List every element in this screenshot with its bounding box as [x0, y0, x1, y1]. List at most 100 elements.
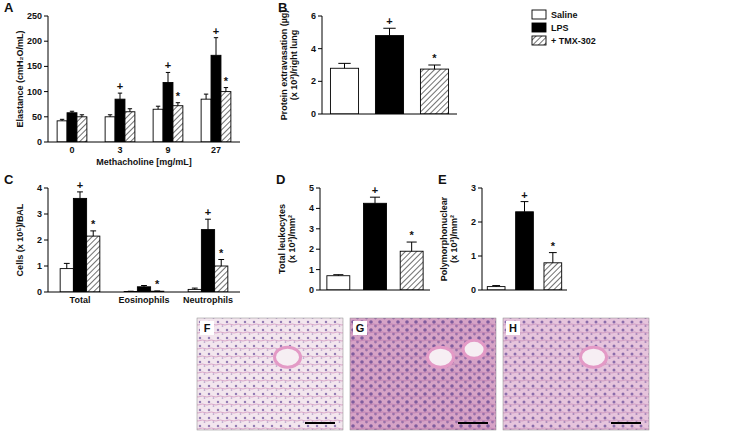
marks	[330, 28, 448, 114]
y-tick	[316, 290, 320, 291]
panel-letter: G	[356, 322, 365, 334]
annotations: +*	[521, 189, 555, 252]
y-tick-label: 0	[37, 137, 42, 147]
histology-image: G	[350, 318, 496, 430]
histology-image: H	[503, 318, 649, 430]
bar	[77, 117, 87, 142]
error-bar	[549, 253, 557, 263]
y-tick-label: 2	[311, 76, 316, 86]
y-tick-label: 1	[37, 261, 42, 271]
legend-label: Saline	[551, 10, 578, 20]
y-tick-label: 2	[471, 217, 476, 227]
y-axis-title: Polymorphonuclear	[439, 196, 449, 281]
y-axis	[322, 16, 323, 114]
y-tick	[44, 142, 48, 143]
panel-letter: F	[204, 322, 211, 334]
bar	[487, 287, 505, 290]
error-bar	[64, 263, 70, 268]
y-tick-label: 3	[37, 209, 42, 219]
figure: A+++**050100150200250Elastance (cmH₂O/mL…	[0, 0, 753, 436]
y-tick	[316, 188, 320, 189]
error-bar	[370, 197, 380, 203]
y-tick-label: 100	[27, 87, 42, 97]
error-bar	[118, 93, 122, 99]
y-axis-title: Total leukocytes	[277, 204, 287, 274]
x-axis-title: Methacholine [mg/mL]	[96, 157, 192, 167]
y-axis-title: Cells (x 10⁵)/BAL	[15, 203, 25, 276]
y-axis-title: (x 10³)/right lung	[289, 30, 299, 101]
x-axis	[320, 290, 430, 291]
error-bar	[70, 111, 74, 113]
significance-mark: *	[155, 278, 160, 290]
annotations: ++***	[77, 179, 224, 290]
annotations: +++**	[117, 25, 229, 102]
significance-mark: +	[117, 80, 123, 92]
y-tick-label: 0	[311, 109, 316, 119]
y-tick	[318, 81, 322, 82]
y-tick	[318, 16, 322, 17]
y-tick-label: 4	[37, 183, 42, 193]
significance-mark: *	[91, 218, 96, 230]
bar	[327, 276, 350, 290]
histology-image: F	[197, 318, 343, 430]
x-axis	[322, 114, 457, 115]
error-bar	[383, 28, 395, 35]
legend-swatch	[532, 23, 546, 32]
y-tick-label: 5	[309, 183, 314, 193]
y-axis	[482, 188, 483, 290]
bar	[153, 109, 163, 142]
x-axis	[48, 142, 240, 143]
bar	[163, 83, 173, 142]
x-tick-label: Neutrophils	[183, 295, 233, 305]
bar	[215, 266, 228, 292]
y-tick	[44, 16, 48, 17]
error-bar	[176, 103, 180, 106]
y-tick	[478, 222, 482, 223]
error-bar	[521, 202, 529, 212]
bar	[400, 251, 423, 290]
y-tick-label: 0	[471, 285, 476, 295]
y-tick-label: 50	[32, 112, 42, 122]
significance-mark: +	[165, 59, 171, 71]
y-axis	[320, 188, 321, 290]
y-tick	[316, 208, 320, 209]
y-tick-label: 2	[309, 244, 314, 254]
y-tick	[318, 114, 322, 115]
y-tick	[44, 41, 48, 42]
x-tick-label: 0	[69, 145, 74, 155]
y-tick-label: 250	[27, 11, 42, 21]
x-tick-label: 3	[117, 145, 122, 155]
error-bar	[428, 65, 440, 69]
y-axis	[48, 16, 49, 142]
significance-mark: +	[521, 189, 527, 201]
error-bar	[77, 192, 83, 199]
panel-letter: A	[4, 0, 14, 15]
y-tick	[316, 249, 320, 250]
bar	[137, 287, 150, 292]
y-tick-label: 4	[309, 203, 314, 213]
scale-bar	[305, 422, 335, 424]
y-tick-label: 150	[27, 61, 42, 71]
scale-bar	[611, 422, 641, 424]
x-tick-label: Total	[70, 295, 91, 305]
y-tick-label: 3	[471, 183, 476, 193]
error-bar	[224, 88, 228, 92]
bar	[330, 68, 358, 114]
y-tick	[44, 188, 48, 189]
significance-mark: *	[551, 240, 556, 252]
marks	[487, 202, 561, 290]
panel-letter: H	[509, 322, 517, 334]
y-tick-label: 200	[27, 36, 42, 46]
panel-b: B+*0246Protein extravasation (µg)(x 10³)…	[278, 0, 596, 120]
y-tick	[44, 91, 48, 92]
panel-letter: E	[438, 172, 447, 187]
y-axis-title: (x 10³)/mm²	[449, 215, 459, 263]
panel-letter: C	[4, 172, 14, 187]
y-axis-title: Elastance (cmH₂O/mL)	[15, 30, 25, 127]
panel-c: C++***01234Cells (x 10⁵)/BALTotalEosinop…	[4, 172, 240, 305]
error-bar	[192, 288, 198, 289]
bar	[544, 263, 562, 290]
legend-swatch	[532, 36, 546, 45]
y-tick	[478, 188, 482, 189]
marks	[57, 38, 231, 142]
